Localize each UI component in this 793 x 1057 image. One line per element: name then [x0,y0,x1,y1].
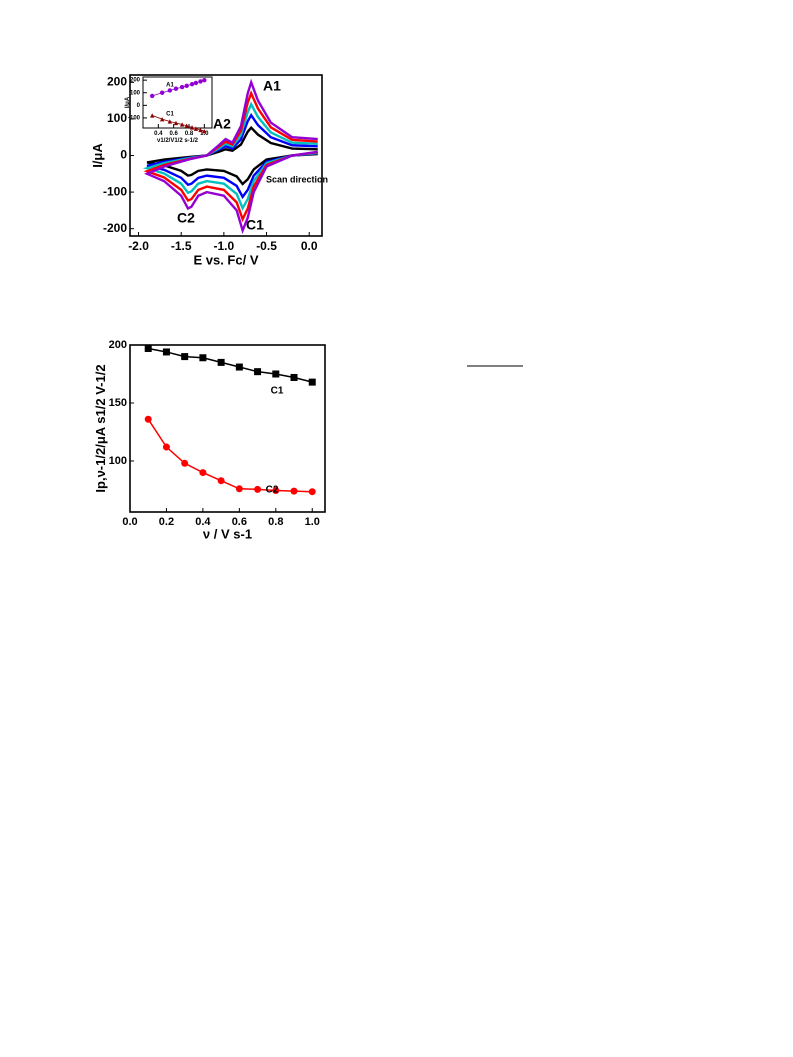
y-tick-label: -100 [128,116,141,122]
marker [150,93,155,99]
y-axis-label: I/μA [90,143,105,168]
marker [198,79,203,84]
y-axis-label: Ip,ν-1/2/μA s1/2 V-1/2 [93,364,108,492]
marker [167,88,173,93]
marker [308,488,316,496]
x-tick-label: 0.0 [301,239,318,253]
x-tick-label: 0.6 [232,516,247,528]
x-tick-label: -0.5 [256,239,277,253]
series-line [148,347,313,383]
y-tick-label: 0 [120,148,127,162]
annotation: Scan direction [266,174,328,184]
marker [254,485,262,493]
marker [199,354,207,362]
marker [235,485,243,493]
marker [184,123,189,128]
x-tick-label: 1.0 [200,131,209,137]
marker [162,443,170,451]
marker [189,81,195,87]
y-tick-label: 0 [137,103,141,109]
y-tick-label: 100 [107,111,127,125]
marker [254,368,262,376]
marker [217,477,225,485]
x-tick-label: 0.2 [159,516,174,528]
marker [202,128,207,134]
series-line [147,418,313,493]
marker [193,80,199,86]
series-line [152,79,205,97]
x-tick-label: 0.8 [268,516,283,528]
marker [272,487,280,495]
marker [308,378,316,386]
series-label: C2 [266,485,279,496]
marker [159,116,165,122]
marker [159,90,165,95]
x-tick-label: -2.0 [128,239,149,253]
plot-frame [129,344,326,513]
series-line [152,115,205,132]
x-tick-label: 0.6 [169,131,178,137]
series-line [143,90,318,223]
marker [181,353,189,361]
y-tick-label: -100 [103,184,127,198]
marker [235,363,243,371]
y-tick-label: 150 [109,397,127,409]
annotation: C1 [246,217,264,233]
marker [173,86,179,91]
x-axis-label: E vs. Fc/ V [193,253,258,268]
marker [181,459,189,467]
marker [184,83,189,89]
x-tick-label: 1.0 [305,516,320,528]
annotation: C2 [177,210,195,226]
y-tick-label: 200 [109,339,127,351]
y-tick-label: 200 [130,78,141,84]
series-label: C1 [271,386,284,397]
marker [150,113,155,118]
x-tick-label: 0.4 [154,131,163,137]
annotation: A1 [263,78,281,94]
marker [167,119,173,124]
marker [202,77,207,83]
x-axis-label: ν / V s-1 [203,527,252,542]
x-axis-label: ν1/2/V1/2 s-1/2 [157,138,199,144]
x-tick-label: -1.0 [214,239,235,253]
marker [199,469,207,477]
marker [162,348,170,356]
y-tick-label: 100 [130,90,141,96]
series-label: A1 [166,83,174,89]
marker [144,415,152,423]
series-line [144,78,318,235]
marker [290,373,298,381]
x-tick-label: 0.0 [122,516,137,528]
x-tick-label: -1.5 [171,239,192,253]
marker [217,358,225,366]
marker [179,84,185,90]
y-tick-label: 200 [107,74,127,88]
marker [198,127,203,133]
marker [189,125,195,130]
marker [272,370,280,378]
marker [144,344,152,352]
marker [173,120,179,126]
y-tick-label: 100 [109,455,127,467]
x-tick-label: 0.4 [195,516,211,528]
marker [179,122,185,127]
marker [290,487,298,495]
annotation: A2 [213,116,231,132]
y-axis-label: I/μA [125,96,131,108]
series-label: C1 [166,112,174,118]
marker [193,126,199,131]
y-tick-label: -200 [103,221,127,235]
plot-frame [142,76,213,129]
x-tick-label: 0.8 [185,131,194,137]
